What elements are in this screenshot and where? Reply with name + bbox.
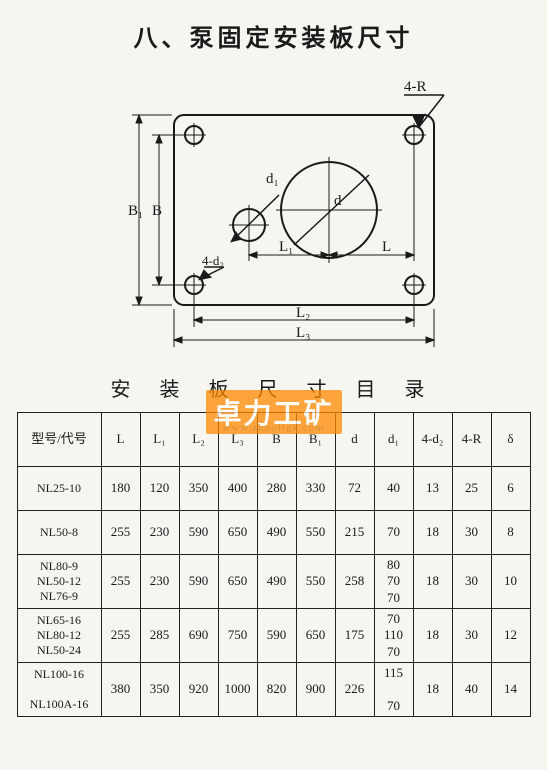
label-L2: L₂ xyxy=(296,305,310,321)
cell-value: 590 xyxy=(179,511,218,555)
cell-value: 18 xyxy=(413,663,452,717)
cell-value: 350 xyxy=(179,467,218,511)
table-row: NL25-10180120350400280330724013256 xyxy=(17,467,530,511)
cell-value: 40 xyxy=(374,467,413,511)
cell-value: 18 xyxy=(413,555,452,609)
table-row: NL80-9 NL50-12 NL76-92552305906504905502… xyxy=(17,555,530,609)
cell-value: 30 xyxy=(452,511,491,555)
cell-value: 18 xyxy=(413,511,452,555)
cell-value: 920 xyxy=(179,663,218,717)
cell-value: 350 xyxy=(140,663,179,717)
cell-value: 255 xyxy=(101,609,140,663)
cell-value: 12 xyxy=(491,609,530,663)
page-title: 八、泵固定安装板尺寸 xyxy=(0,0,547,59)
cell-value: 25 xyxy=(452,467,491,511)
col-dim: L xyxy=(101,413,140,467)
cell-value: 1000 xyxy=(218,663,257,717)
cell-value: 10 xyxy=(491,555,530,609)
cell-value: 8 xyxy=(491,511,530,555)
cell-model: NL65-16 NL80-12 NL50-24 xyxy=(17,609,101,663)
cell-value: 175 xyxy=(335,609,374,663)
label-d1: d₁ xyxy=(266,171,279,187)
cell-value: 30 xyxy=(452,555,491,609)
cell-value: 226 xyxy=(335,663,374,717)
label-4d2: 4-d₂ xyxy=(202,253,224,268)
cell-value: 258 xyxy=(335,555,374,609)
table-row: NL100-16 NL100A-163803509201000820900226… xyxy=(17,663,530,717)
cell-value: 750 xyxy=(218,609,257,663)
col-dim: B₁ xyxy=(296,413,335,467)
cell-value: 490 xyxy=(257,511,296,555)
col-dim: L₂ xyxy=(179,413,218,467)
cell-value: 70 110 70 xyxy=(374,609,413,663)
cell-value: 215 xyxy=(335,511,374,555)
cell-value: 80 70 70 xyxy=(374,555,413,609)
cell-value: 650 xyxy=(218,555,257,609)
mounting-plate-diagram: 4-R d₁ d L₁ L 4-d₂ L₂ L₃ B B₁ xyxy=(84,65,464,365)
cell-model: NL25-10 xyxy=(17,467,101,511)
cell-value: 380 xyxy=(101,663,140,717)
table-row: NL50-82552305906504905502157018308 xyxy=(17,511,530,555)
cell-value: 40 xyxy=(452,663,491,717)
cell-value: 255 xyxy=(101,511,140,555)
col-model: 型号/代号 xyxy=(17,413,101,467)
cell-value: 255 xyxy=(101,555,140,609)
label-B: B xyxy=(152,203,162,219)
label-d: d xyxy=(334,193,342,209)
cell-value: 70 xyxy=(374,511,413,555)
cell-value: 18 xyxy=(413,609,452,663)
cell-value: 590 xyxy=(179,555,218,609)
label-L: L xyxy=(382,239,391,255)
table-title: 安 装 板 尺 寸 目 录 xyxy=(0,373,547,402)
cell-model: NL80-9 NL50-12 NL76-9 xyxy=(17,555,101,609)
cell-value: 120 xyxy=(140,467,179,511)
cell-value: 115 70 xyxy=(374,663,413,717)
col-dim: 4-d₂ xyxy=(413,413,452,467)
col-dim: 4-R xyxy=(452,413,491,467)
table-row: NL65-16 NL80-12 NL50-2425528569075059065… xyxy=(17,609,530,663)
cell-value: 900 xyxy=(296,663,335,717)
cell-value: 690 xyxy=(179,609,218,663)
cell-model: NL50-8 xyxy=(17,511,101,555)
cell-value: 550 xyxy=(296,555,335,609)
cell-value: 650 xyxy=(218,511,257,555)
cell-model: NL100-16 NL100A-16 xyxy=(17,663,101,717)
cell-value: 490 xyxy=(257,555,296,609)
cell-value: 550 xyxy=(296,511,335,555)
cell-value: 280 xyxy=(257,467,296,511)
cell-value: 30 xyxy=(452,609,491,663)
dimension-table: 型号/代号LL₁L₂L₃BB₁dd₁4-d₂4-Rδ NL25-10180120… xyxy=(17,412,531,717)
cell-value: 72 xyxy=(335,467,374,511)
cell-value: 285 xyxy=(140,609,179,663)
cell-value: 14 xyxy=(491,663,530,717)
col-dim: d₁ xyxy=(374,413,413,467)
cell-value: 230 xyxy=(140,511,179,555)
cell-value: 180 xyxy=(101,467,140,511)
col-dim: L₃ xyxy=(218,413,257,467)
label-B1: B₁ xyxy=(128,203,143,219)
diagram-container: 4-R d₁ d L₁ L 4-d₂ L₂ L₃ B B₁ xyxy=(0,65,547,365)
cell-value: 590 xyxy=(257,609,296,663)
col-dim: B xyxy=(257,413,296,467)
col-dim: d xyxy=(335,413,374,467)
cell-value: 400 xyxy=(218,467,257,511)
cell-value: 13 xyxy=(413,467,452,511)
cell-value: 330 xyxy=(296,467,335,511)
cell-value: 820 xyxy=(257,663,296,717)
label-4R: 4-R xyxy=(404,79,427,95)
col-dim: L₁ xyxy=(140,413,179,467)
col-dim: δ xyxy=(491,413,530,467)
cell-value: 6 xyxy=(491,467,530,511)
label-L1: L₁ xyxy=(279,239,293,255)
cell-value: 650 xyxy=(296,609,335,663)
cell-value: 230 xyxy=(140,555,179,609)
label-L3: L₃ xyxy=(296,325,310,341)
